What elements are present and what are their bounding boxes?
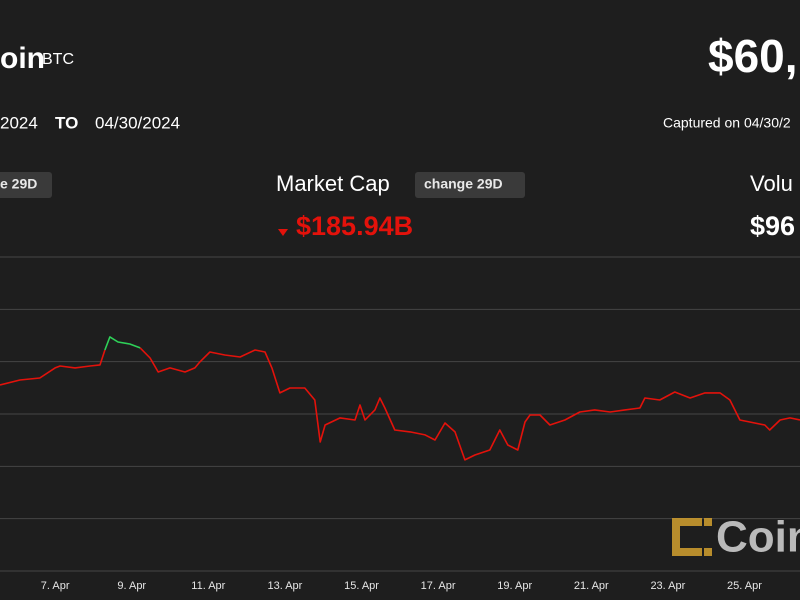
stat-badge: change 29D [424, 176, 503, 192]
date-to-label: TO [55, 113, 78, 132]
coin-name: oin [0, 42, 45, 75]
coin-symbol: BTC [42, 51, 74, 68]
x-tick-label: 17. Apr [421, 580, 456, 592]
stat-value: $185.94B [296, 211, 413, 241]
logo-shape [704, 548, 712, 556]
x-tick-label: 15. Apr [344, 580, 379, 592]
x-tick-label: 23. Apr [650, 580, 685, 592]
x-tick-label: 9. Apr [117, 580, 146, 592]
down-arrow [278, 229, 288, 236]
stat-badge: e 29D [0, 176, 37, 192]
badge-bg [0, 172, 52, 198]
price: $60, [708, 30, 798, 82]
stat-value: $96 [750, 211, 795, 241]
watermark: Coin [716, 513, 800, 562]
x-tick-label: 19. Apr [497, 580, 532, 592]
badge-bg [415, 172, 525, 198]
stat-label: Volu [750, 171, 793, 196]
logo-shape [704, 518, 712, 526]
x-tick-label: 7. Apr [41, 580, 70, 592]
x-tick-label: 21. Apr [574, 580, 609, 592]
date-from: 2024 [0, 113, 38, 132]
x-tick-label: 11. Apr [191, 580, 225, 592]
logo-shape [672, 518, 702, 556]
x-tick-label: 25. Apr [727, 580, 762, 592]
price-line [0, 347, 800, 461]
date-to: 04/30/2024 [95, 113, 180, 132]
price-line [104, 336, 141, 351]
captured-date: Captured on 04/30/2 [663, 115, 791, 131]
x-tick-label: 13. Apr [267, 580, 302, 592]
stat-label: Market Cap [276, 171, 390, 196]
watermark-logo [672, 518, 712, 556]
plot: 7. Apr 9. Apr 11. Apr 13. Apr 15. Apr 17. Apr… [0, 256, 800, 592]
